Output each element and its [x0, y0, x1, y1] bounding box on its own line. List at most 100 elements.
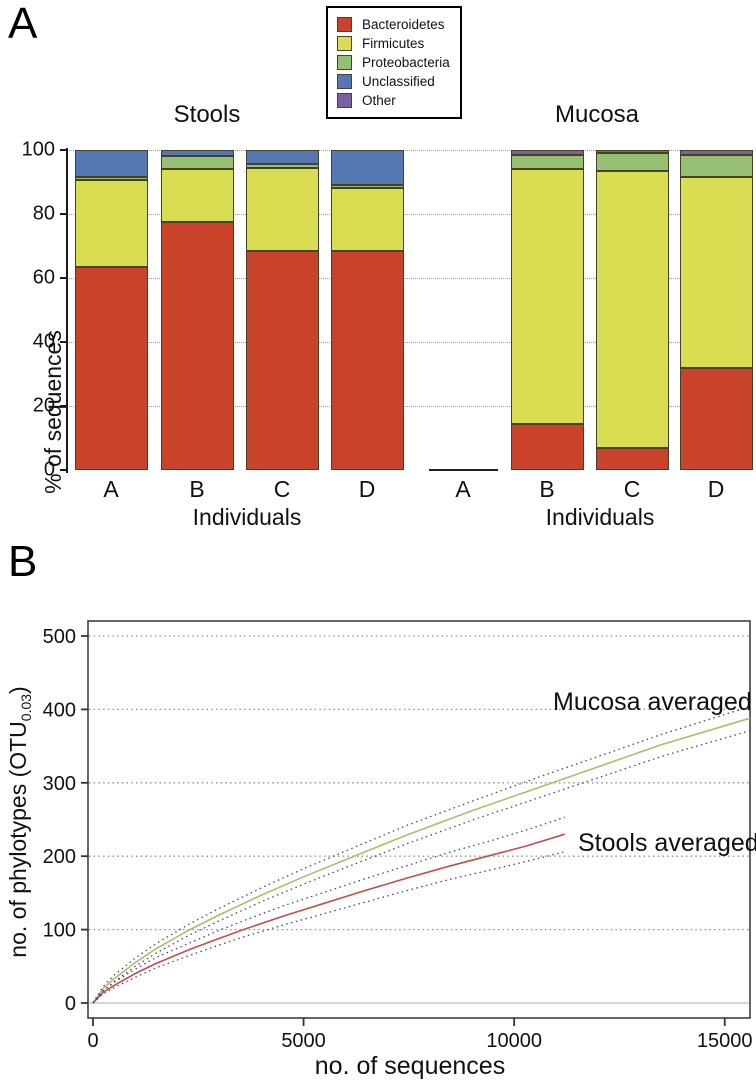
- y-tick-label: 80: [32, 202, 55, 225]
- segment-firmicutes: [161, 169, 234, 222]
- legend-item-label: Bacteroidetes: [362, 17, 445, 32]
- segment-other: [511, 150, 584, 155]
- y-tick: [60, 213, 67, 215]
- y-tick-label: 100: [43, 920, 76, 942]
- panel-b-ylabel: no. of phylotypes (OTU0.03): [5, 686, 34, 957]
- bar-label-B: B: [539, 476, 555, 502]
- y-tick-label: 300: [43, 773, 76, 795]
- segment-proteobacteria: [680, 154, 753, 178]
- segment-unclassified: [331, 150, 404, 186]
- x-tick-label: 5000: [281, 1030, 326, 1052]
- bar-label-D: D: [707, 476, 725, 502]
- x-tick-label: 0: [87, 1030, 98, 1052]
- annotation-stools-averaged: Stools averaged: [578, 829, 756, 857]
- x-tick-label: 10000: [486, 1030, 542, 1052]
- bar-label-B: B: [189, 476, 205, 502]
- x-tick-label: 15000: [697, 1030, 753, 1052]
- curve-stools-averaged: [92, 833, 565, 1004]
- bar-mucosa-C: [596, 150, 669, 470]
- legend-item: Proteobacteria: [337, 53, 450, 72]
- segment-other: [680, 150, 753, 155]
- segment-unclassified: [246, 150, 319, 165]
- segment-proteobacteria: [596, 153, 669, 171]
- y-tick-label: 60: [32, 266, 55, 289]
- y-tick-label: 100: [21, 138, 55, 161]
- gridline: [69, 214, 750, 215]
- segment-bacteroidetes: [511, 423, 584, 470]
- legend-item: Unclassified: [337, 72, 450, 91]
- segment-bacteroidetes: [75, 266, 148, 470]
- group-title-stools: Stools: [173, 101, 241, 128]
- y-tick-label: 0: [43, 458, 55, 481]
- bar-label-A: A: [103, 476, 119, 502]
- bar-stools-B: [161, 150, 234, 470]
- y-tick: [60, 405, 67, 407]
- bar-label-D: D: [358, 476, 376, 502]
- segment-firmicutes: [246, 167, 319, 251]
- panel-b-plot-border: [87, 620, 751, 1019]
- segment-proteobacteria: [331, 185, 404, 189]
- segment-bacteroidetes: [680, 367, 753, 470]
- segment-other: [596, 150, 669, 154]
- y-tick-label: 40: [32, 330, 55, 353]
- legend: Bacteroidetes Firmicutes Proteobacteria Unc…: [326, 6, 462, 119]
- curve-stools-lower-ci: [92, 851, 565, 1004]
- legend-item: Bacteroidetes: [337, 15, 450, 34]
- bar-mucosa-B: [511, 150, 584, 470]
- panel-a-yaxis-line: [66, 148, 68, 473]
- segment-bacteroidetes: [596, 447, 669, 470]
- bar-label-C: C: [273, 476, 291, 502]
- bar-stools-D: [331, 150, 404, 470]
- legend-item: Firmicutes: [337, 34, 450, 53]
- y-tick: [60, 469, 67, 471]
- segment-firmicutes: [75, 180, 148, 267]
- curve-stools-upper-ci: [92, 816, 565, 1004]
- bar-mucosa-D: [680, 150, 753, 470]
- bar-label-C: C: [623, 476, 641, 502]
- xlabel-individuals-mucosa: Individuals: [545, 504, 655, 530]
- segment-bacteroidetes: [246, 250, 319, 470]
- legend-swatch-icon: [337, 74, 352, 89]
- segment-firmicutes: [331, 188, 404, 251]
- y-tick: [60, 149, 67, 151]
- mucosa-a-baseline: [429, 469, 498, 471]
- legend-item-label: Firmicutes: [362, 36, 425, 51]
- legend-swatch-icon: [337, 93, 352, 108]
- bar-stools-C: [246, 150, 319, 470]
- segment-bacteroidetes: [161, 222, 234, 470]
- panel-b-xlabel: no. of sequences: [315, 1052, 505, 1080]
- y-tick-label: 400: [43, 699, 76, 721]
- legend-swatch-icon: [337, 55, 352, 70]
- legend-item: Other: [337, 91, 450, 110]
- legend-item-label: Other: [362, 93, 396, 108]
- segment-unclassified: [161, 150, 234, 157]
- y-tick: [60, 341, 67, 343]
- gridline: [69, 406, 750, 407]
- legend-item-label: Proteobacteria: [362, 55, 450, 70]
- y-tick-label: 20: [32, 394, 55, 417]
- segment-unclassified: [75, 150, 148, 178]
- legend-items: Bacteroidetes Firmicutes Proteobacteria Unc…: [337, 15, 450, 110]
- panel-b-gridlines: [89, 635, 749, 1004]
- legend-item-label: Unclassified: [362, 74, 435, 89]
- segment-proteobacteria: [161, 156, 234, 170]
- curve-mucosa-upper-ci: [92, 705, 751, 1004]
- gridline: [69, 342, 750, 343]
- gridline: [69, 150, 750, 151]
- y-tick-label: 200: [43, 846, 76, 868]
- annotation-mucosa-averaged: Mucosa averaged: [553, 688, 752, 716]
- gridline: [69, 278, 750, 279]
- group-title-mucosa: Mucosa: [554, 101, 640, 128]
- panel-a-letter: A: [8, 0, 38, 48]
- y-tick-label: 500: [43, 626, 76, 648]
- legend-swatch-icon: [337, 36, 352, 51]
- segment-proteobacteria: [75, 177, 148, 181]
- panel-b-series: [92, 705, 751, 1004]
- bar-label-A: A: [455, 476, 471, 502]
- legend-swatch-icon: [337, 17, 352, 32]
- segment-bacteroidetes: [331, 250, 404, 470]
- curve-mucosa-averaged: [92, 717, 751, 1004]
